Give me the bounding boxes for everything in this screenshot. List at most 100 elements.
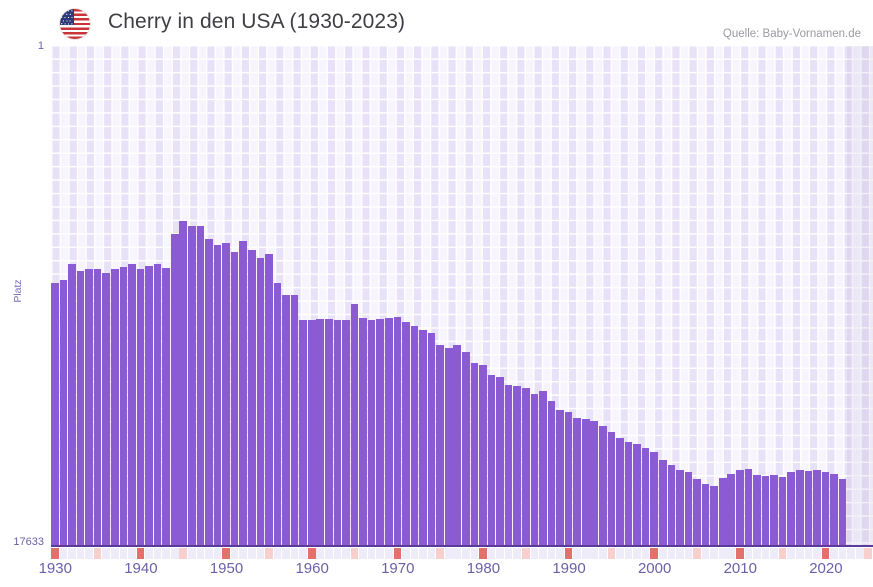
x-axis-tick	[641, 548, 650, 559]
bar	[247, 249, 256, 546]
x-axis-tick	[513, 548, 522, 559]
x-axis-tick-label: 1950	[209, 560, 244, 577]
bar	[436, 344, 444, 546]
bar	[744, 468, 753, 546]
x-axis-tick	[479, 548, 487, 559]
x-axis-tick	[410, 548, 419, 559]
bar	[787, 471, 796, 546]
bar	[359, 317, 367, 546]
bar	[93, 269, 102, 546]
x-axis-tick	[727, 548, 736, 559]
x-axis-tick	[393, 548, 402, 559]
bar	[539, 390, 547, 546]
x-axis-tick	[384, 548, 393, 559]
bar	[684, 472, 693, 546]
y-axis-label-top: 1	[37, 40, 44, 52]
x-axis-tick	[256, 548, 265, 559]
x-axis-tick	[333, 548, 342, 559]
bar	[710, 486, 718, 546]
bar	[153, 264, 162, 546]
x-axis-tick	[376, 548, 385, 559]
x-axis-tick	[607, 548, 616, 559]
x-axis-tick	[804, 548, 813, 559]
x-axis-tick-strip	[51, 548, 873, 559]
x-axis-tick	[487, 548, 496, 559]
bar	[667, 464, 676, 546]
x-axis-tick	[590, 548, 599, 559]
x-axis-tick-label: 1980	[466, 560, 501, 577]
x-axis-tick	[795, 548, 804, 559]
bar	[487, 374, 496, 546]
x-axis-tick	[273, 548, 282, 559]
bar	[316, 319, 325, 546]
bar-series	[51, 46, 873, 546]
bar	[795, 470, 804, 546]
x-axis-tick	[325, 548, 333, 559]
bar	[102, 273, 111, 546]
bar	[136, 269, 145, 546]
x-axis-tick	[710, 548, 718, 559]
bar	[419, 329, 427, 546]
x-axis-tick	[102, 548, 111, 559]
plot-area	[51, 46, 873, 546]
x-axis-tick	[342, 548, 350, 559]
bar	[753, 475, 761, 546]
bar	[110, 268, 119, 546]
x-axis-tick-label: 2020	[809, 560, 843, 577]
x-axis-tick	[282, 548, 290, 559]
bar	[641, 447, 650, 546]
no-data-shaded-region	[847, 46, 873, 546]
bar	[179, 221, 188, 546]
bar	[162, 268, 170, 546]
bar	[718, 478, 727, 546]
x-axis-tick	[504, 548, 513, 559]
bar	[770, 475, 778, 546]
x-axis-tick	[222, 548, 230, 559]
bar	[325, 319, 333, 546]
x-axis-tick	[736, 548, 744, 559]
bar	[504, 385, 513, 546]
bar	[85, 268, 93, 546]
x-axis-tick	[633, 548, 641, 559]
x-axis-tick	[547, 548, 556, 559]
x-axis-tick	[453, 548, 462, 559]
x-axis-tick-label: 2010	[723, 560, 757, 577]
x-axis-tick	[684, 548, 693, 559]
x-axis-tick	[556, 548, 564, 559]
bar	[239, 241, 248, 546]
bar	[213, 245, 222, 546]
bar	[410, 325, 419, 546]
bar	[470, 363, 479, 546]
x-axis-tick-labels: 1930 1940 1950 1960 1970 1980 1990 2000 2010 2020	[0, 560, 873, 584]
bar	[633, 443, 641, 546]
x-axis-tick	[462, 548, 470, 559]
x-axis-tick	[402, 548, 410, 559]
x-axis-tick	[744, 548, 753, 559]
bar	[676, 470, 684, 546]
bar	[119, 267, 128, 546]
bar	[761, 475, 770, 546]
bar	[205, 239, 213, 546]
x-axis-tick	[51, 548, 59, 559]
bar	[838, 479, 847, 546]
bar	[693, 479, 701, 546]
x-axis-tick-label: 2000	[637, 560, 672, 577]
bar	[76, 271, 85, 546]
x-axis-tick	[359, 548, 367, 559]
x-axis-tick	[136, 548, 145, 559]
x-axis-tick-label: 1930	[38, 560, 72, 577]
x-axis-tick	[838, 548, 847, 559]
x-axis-tick	[299, 548, 307, 559]
x-axis-tick	[650, 548, 659, 559]
x-axis-tick	[213, 548, 222, 559]
x-axis-tick	[847, 548, 855, 559]
x-axis-tick	[444, 548, 453, 559]
x-axis-tick	[693, 548, 701, 559]
x-axis-tick	[564, 548, 573, 559]
x-axis-tick	[778, 548, 787, 559]
x-axis-tick	[599, 548, 607, 559]
bar	[68, 263, 76, 546]
x-axis-tick	[119, 548, 128, 559]
x-axis-tick	[188, 548, 196, 559]
x-axis-tick-label: 1960	[295, 560, 329, 577]
